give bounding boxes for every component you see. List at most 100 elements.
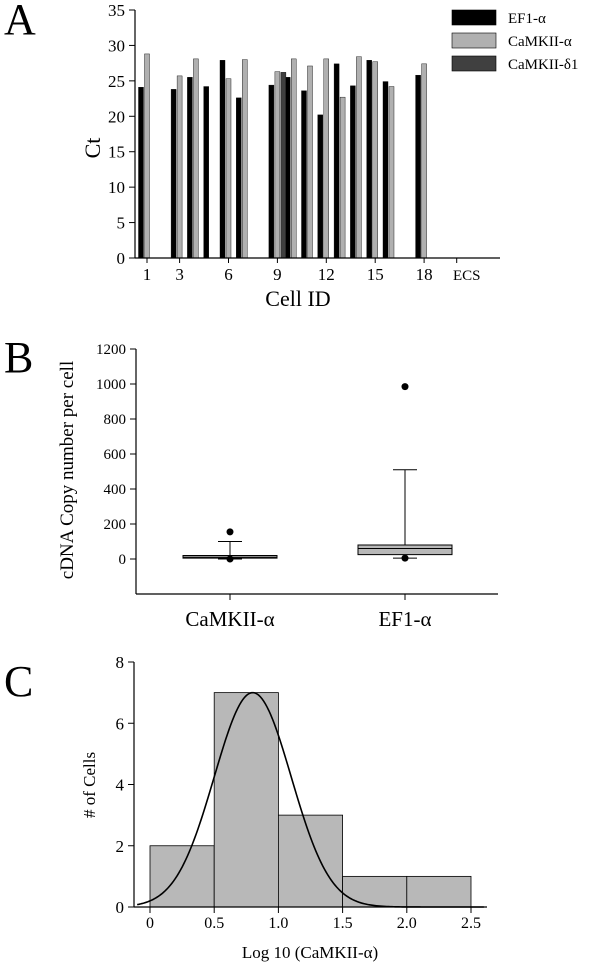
- bar-camkii-alpha-cell-14: [356, 56, 362, 259]
- panel-b-boxes: CaMKII-α EF1-α: [182, 383, 453, 631]
- histogram-bar: [149, 845, 215, 908]
- y-tick-label: 200: [104, 517, 127, 533]
- y-tick-label: 0: [119, 552, 127, 568]
- panel-c-chart: 0 2 4 6 8 0 0.5 1.0 1.5 2.0 2.5 # of Cells Log 10…: [80, 653, 487, 962]
- bar-ef1-cell-13: [333, 63, 340, 259]
- y-tick-label: 0: [117, 249, 126, 268]
- x-tick-label: 12: [318, 265, 335, 284]
- bar-camkii-alpha-cell-15: [372, 61, 378, 259]
- y-tick-label: 25: [108, 72, 125, 91]
- panel-label-a: A: [4, 0, 36, 44]
- histogram-bar: [213, 692, 279, 908]
- x-tick-label: EF1-α: [378, 607, 431, 631]
- bar-ef1-cell-5: [203, 86, 209, 259]
- y-tick-label: 600: [104, 447, 127, 463]
- y-tick-label: 15: [108, 143, 125, 162]
- bar-camkii-alpha-cell-9: [274, 71, 281, 259]
- panel-c-x-ticks: 0 0.5 1.0 1.5 2.0 2.5: [146, 907, 481, 932]
- panel-label-b: B: [4, 333, 33, 382]
- bar-camkii-alpha-cell-1: [144, 53, 150, 259]
- y-tick-label: 400: [104, 482, 127, 498]
- y-tick-label: 8: [116, 653, 125, 672]
- panel-a-bars: [138, 53, 427, 259]
- histogram-bar: [277, 814, 343, 908]
- box-iqr: [357, 544, 453, 556]
- x-tick-label: CaMKII-α: [185, 607, 274, 631]
- x-tick-label: 9: [273, 265, 282, 284]
- x-tick-label: 2.0: [397, 915, 417, 932]
- histogram-bar: [342, 875, 408, 908]
- panel-c-y-label: # of Cells: [80, 752, 99, 818]
- legend-swatch: [451, 32, 497, 49]
- outlier-point: [401, 554, 409, 562]
- x-tick-label: 1.0: [268, 915, 288, 932]
- outlier-point: [226, 528, 234, 536]
- histogram-bar: [406, 875, 472, 908]
- y-tick-label: 20: [108, 107, 125, 126]
- bar-ef1-cell-9: [268, 84, 275, 259]
- y-tick-label: 2: [116, 837, 125, 856]
- bar-ef1-cell-6: [219, 60, 226, 259]
- y-tick-label: 6: [116, 714, 125, 733]
- panel-a-x-label: Cell ID: [265, 286, 330, 311]
- legend-label: CaMKII-α: [508, 34, 572, 50]
- x-tick-label: 6: [224, 265, 233, 284]
- bar-ef1-cell-4: [187, 77, 193, 259]
- bar-camkii-alpha-cell-4: [193, 58, 199, 259]
- y-tick-label: 4: [116, 776, 125, 795]
- y-tick-label: 35: [108, 1, 125, 20]
- bar-camkii-alpha-cell-11: [307, 65, 313, 259]
- bar-camkii-alpha-cell-12: [323, 58, 329, 259]
- x-tick-label: ECS: [453, 268, 481, 284]
- y-tick-label: 30: [108, 36, 125, 55]
- bar-camkii-alpha-cell-16: [388, 86, 395, 259]
- x-tick-label: 0.5: [204, 915, 224, 932]
- bar-ef1-cell-3: [170, 89, 177, 259]
- outlier-point: [226, 555, 234, 563]
- bar-camkii-alpha-cell-10: [291, 58, 297, 259]
- y-tick-label: 1000: [96, 377, 126, 393]
- x-tick-label: 1: [143, 265, 152, 284]
- panel-b-y-label: cDNA Copy number per cell: [57, 361, 78, 579]
- panel-b-chart: 0 200 400 600 800 1000 1200 CaMKII-α EF1-α cDNA…: [57, 342, 498, 631]
- bar-camkii-alpha-cell-6: [225, 78, 232, 259]
- bar-camkii-alpha-cell-13: [339, 96, 346, 259]
- bar-camkii-alpha-cell-7: [242, 59, 248, 259]
- panel-c-x-label: Log 10 (CaMKII-α): [242, 943, 378, 962]
- x-tick-label: 2.5: [461, 915, 481, 932]
- x-tick-label: 1.5: [333, 915, 353, 932]
- panel-a-y-ticks: 0 5 10 15 20 25 30 35: [108, 1, 135, 268]
- bar-camkii-alpha-cell-3: [176, 75, 183, 259]
- bar-ef1-cell-16: [382, 81, 389, 259]
- legend-swatch: [451, 9, 497, 26]
- panel-label-c: C: [4, 657, 33, 706]
- panel-b-y-ticks: 0 200 400 600 800 1000 1200: [96, 342, 136, 568]
- y-tick-label: 10: [108, 178, 125, 197]
- panel-c-y-ticks: 0 2 4 6 8: [116, 653, 134, 917]
- bar-ef1-cell-1: [138, 87, 144, 259]
- bar-ef1-cell-18: [415, 74, 421, 259]
- bar-ef1-cell-12: [317, 114, 323, 259]
- x-tick-label: 15: [367, 265, 384, 284]
- y-tick-label: 5: [117, 214, 126, 233]
- bar-ef1-cell-7: [236, 97, 242, 259]
- outlier-point: [401, 383, 409, 391]
- legend-swatch: [451, 55, 497, 72]
- panel-a-x-ticks: 1 3 6 9 12 15 18 ECS: [143, 258, 481, 284]
- bar-ef1-cell-15: [366, 60, 372, 259]
- y-tick-label: 1200: [96, 342, 126, 358]
- legend-label: CaMKII-δ1: [508, 57, 578, 73]
- bar-camkii-alpha-cell-18: [421, 63, 427, 259]
- legend-label: EF1-α: [508, 11, 546, 27]
- bar-ef1-cell-14: [350, 85, 356, 259]
- x-tick-label: 3: [175, 265, 184, 284]
- x-tick-label: 0: [146, 915, 154, 932]
- panel-a-y-label: Ct: [80, 138, 105, 159]
- panel-c-bars: [149, 692, 472, 908]
- bar-ef1-cell-11: [301, 90, 307, 259]
- x-tick-label: 18: [416, 265, 433, 284]
- bar-camkii-delta1-cell-9: [280, 72, 287, 259]
- panel-a-legend: EF1-α CaMKII-α CaMKII-δ1: [451, 9, 578, 73]
